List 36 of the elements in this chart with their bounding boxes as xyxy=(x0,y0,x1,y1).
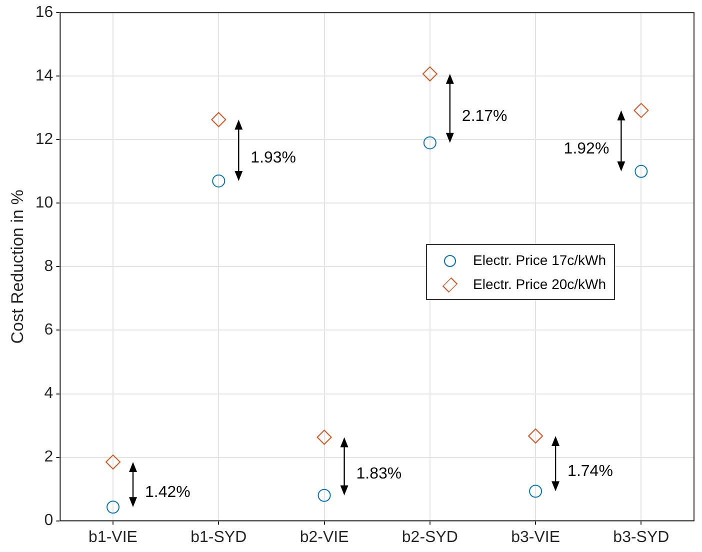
point xyxy=(106,500,120,514)
y-tick-label: 8 xyxy=(44,258,54,276)
point xyxy=(529,484,542,498)
y-tick-label: 10 xyxy=(35,194,54,212)
y-tick-label: 2 xyxy=(44,448,54,466)
point xyxy=(211,112,226,128)
point xyxy=(316,430,332,445)
point xyxy=(106,454,121,470)
point xyxy=(423,136,436,150)
y-tick-label: 16 xyxy=(35,4,54,22)
point xyxy=(422,66,438,82)
x-tick-label: b2-SYD xyxy=(402,528,458,546)
y-axis-title: Cost Reduction in % xyxy=(8,190,27,344)
x-tick-label: b1-SYD xyxy=(190,528,247,546)
annotation: 1.42% xyxy=(145,484,190,501)
point xyxy=(634,164,648,178)
y-tick-label: 12 xyxy=(35,131,54,148)
point xyxy=(212,174,226,188)
annotation: 1.92% xyxy=(564,140,610,158)
annotation: 1.93% xyxy=(250,150,296,167)
x-tick-label: b3-SYD xyxy=(613,528,670,546)
y-tick-label: 4 xyxy=(44,385,54,402)
legend-label: Electr. Price 20c/kWh xyxy=(473,276,606,292)
point xyxy=(528,428,544,444)
annotation: 1.74% xyxy=(568,463,613,480)
annotation: 1.83% xyxy=(356,466,402,483)
x-tick-label: b2-VIE xyxy=(300,528,349,546)
point xyxy=(318,488,331,502)
y-tick-label: 6 xyxy=(44,322,54,339)
x-tick-label: b3-VIE xyxy=(511,528,560,546)
y-tick-label: 14 xyxy=(35,68,54,85)
y-tick-label: 0 xyxy=(44,512,54,530)
x-tick-label: b1-VIE xyxy=(88,528,138,546)
point xyxy=(634,102,649,118)
legend-label: Electr. Price 17c/kWh xyxy=(473,252,606,268)
annotation: 2.17% xyxy=(462,108,508,125)
